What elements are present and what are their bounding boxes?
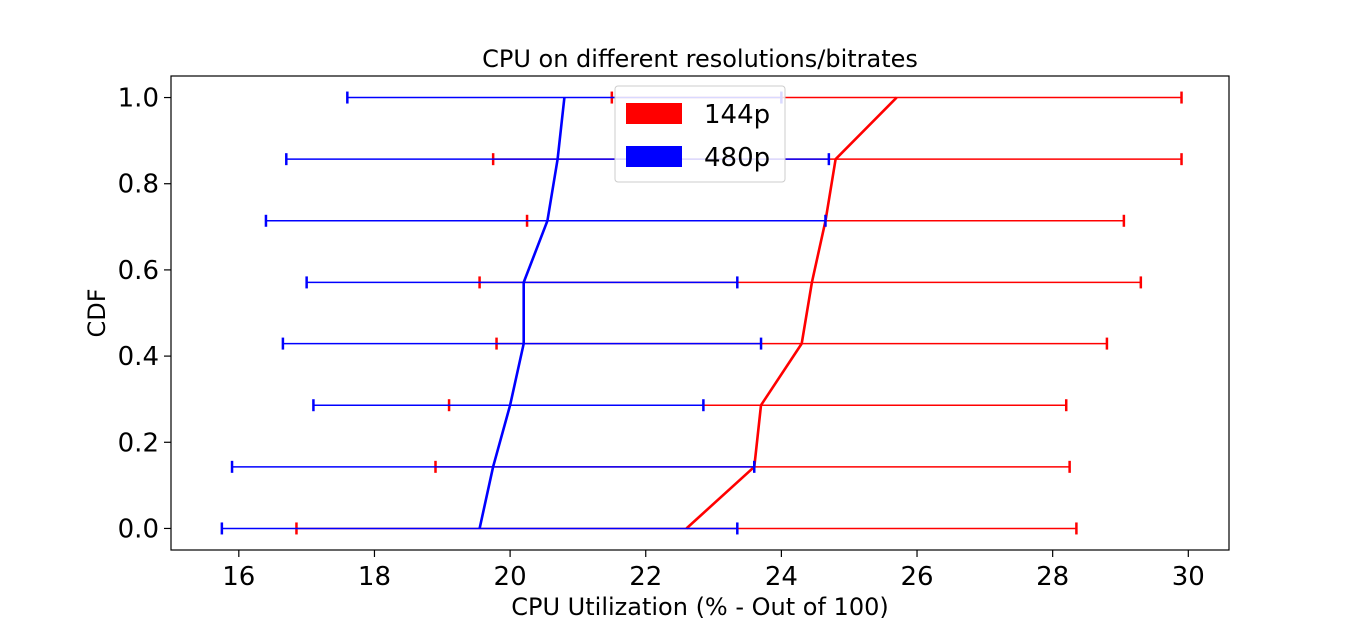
x-axis-label: CPU Utilization (% - Out of 100) xyxy=(511,593,888,621)
y-axis: 0.0 0.2 0.4 0.6 0.8 1.0 xyxy=(118,84,171,544)
x-tick-label: 18 xyxy=(358,562,391,592)
y-axis-label: CDF xyxy=(83,288,111,337)
y-tick-label: 0.6 xyxy=(118,256,159,286)
x-tick-label: 28 xyxy=(1036,562,1069,592)
y-tick-label: 0.8 xyxy=(118,170,159,200)
y-tick-label: 0.2 xyxy=(118,428,159,458)
series-line-144p xyxy=(685,96,898,530)
x-tick-label: 26 xyxy=(900,562,933,592)
legend-label-480p: 480p xyxy=(704,143,770,173)
legend: 144p 480p xyxy=(614,85,786,183)
plot-frame xyxy=(170,75,1230,551)
y-tick-label: 0.4 xyxy=(118,342,159,372)
chart-title: CPU on different resolutions/bitrates xyxy=(482,45,918,73)
x-tick-label: 30 xyxy=(1172,562,1205,592)
y-tick-label: 1.0 xyxy=(118,84,159,114)
x-tick-label: 24 xyxy=(765,562,798,592)
legend-swatch-144p xyxy=(626,103,682,124)
x-tick-label: 22 xyxy=(629,562,662,592)
x-axis: 16 18 20 22 24 26 28 30 xyxy=(222,550,1205,592)
x-tick-label: 16 xyxy=(222,562,255,592)
y-tick-label: 0.0 xyxy=(118,514,159,544)
legend-swatch-480p xyxy=(626,146,682,167)
legend-label-144p: 144p xyxy=(704,100,770,130)
x-tick-label: 20 xyxy=(494,562,527,592)
series-line-480p xyxy=(478,97,566,529)
